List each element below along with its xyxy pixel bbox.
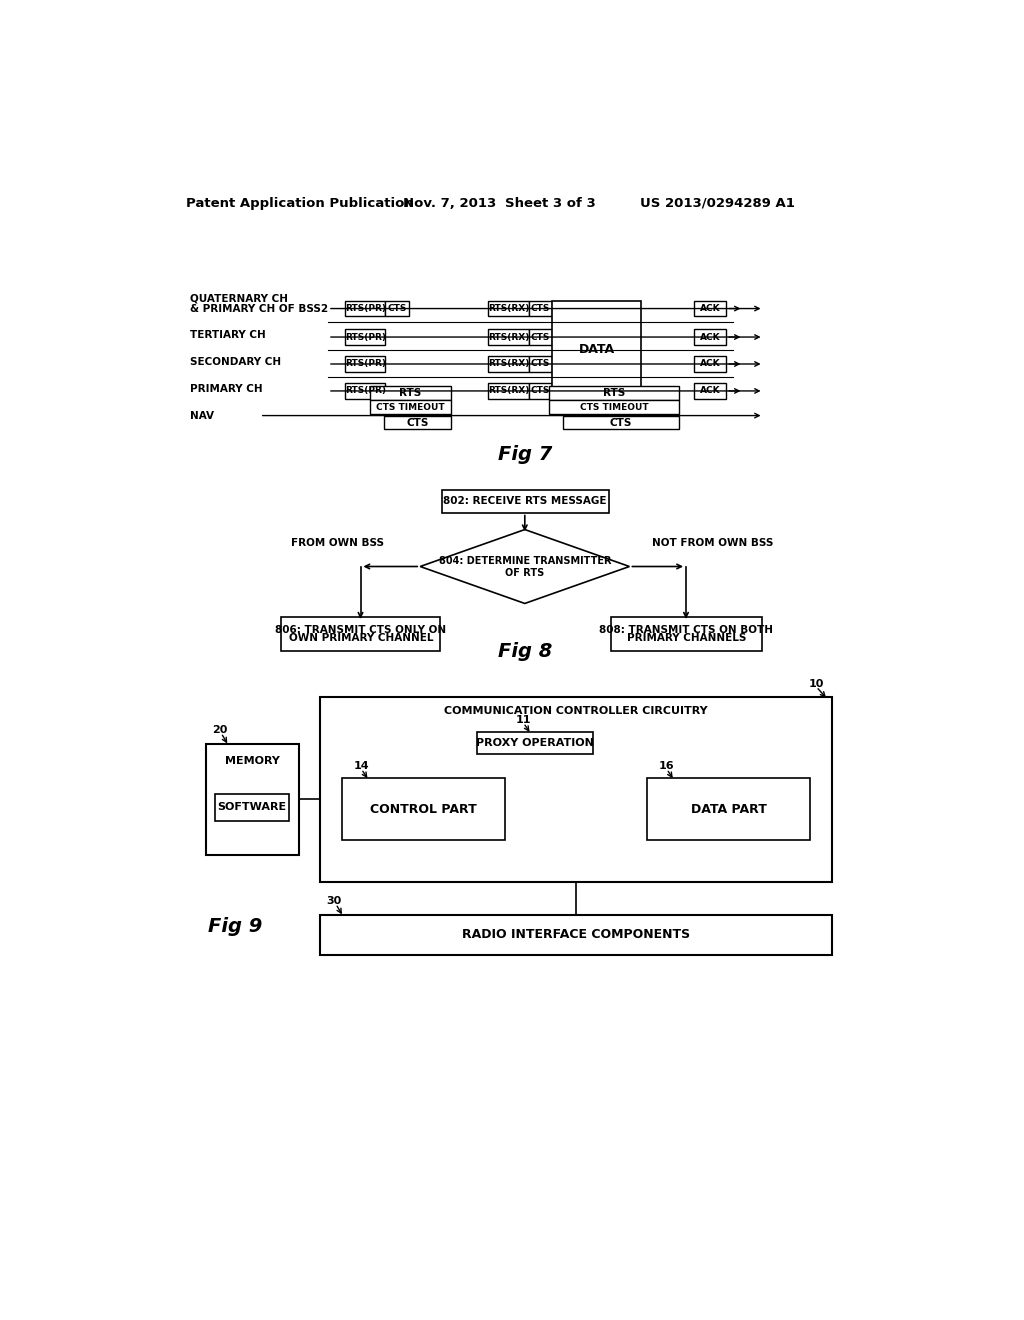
- Text: CTS: CTS: [530, 333, 550, 342]
- Bar: [528, 356, 552, 372]
- Text: 802: RECEIVE RTS MESSAGE: 802: RECEIVE RTS MESSAGE: [443, 496, 607, 506]
- Text: CTS: CTS: [530, 359, 550, 368]
- Text: Fig 7: Fig 7: [498, 445, 552, 465]
- Text: CTS: CTS: [530, 387, 550, 396]
- Text: FROM OWN BSS: FROM OWN BSS: [291, 539, 384, 548]
- Bar: [488, 383, 528, 399]
- Text: DATA PART: DATA PART: [690, 803, 767, 816]
- Text: CTS TIMEOUT: CTS TIMEOUT: [376, 403, 444, 412]
- Text: 808: TRANSMIT CTS ON BOTH: 808: TRANSMIT CTS ON BOTH: [599, 624, 773, 635]
- Bar: [528, 301, 552, 317]
- Bar: [345, 301, 385, 317]
- Text: 30: 30: [327, 896, 342, 906]
- Polygon shape: [420, 529, 630, 603]
- Text: MEMORY: MEMORY: [224, 755, 280, 766]
- Text: CTS: CTS: [609, 417, 632, 428]
- Bar: [528, 383, 552, 399]
- Text: TERTIARY CH: TERTIARY CH: [190, 330, 266, 341]
- Text: RTS(PR): RTS(PR): [345, 304, 386, 313]
- Bar: [345, 356, 385, 372]
- Bar: [552, 301, 641, 399]
- Bar: [345, 330, 385, 345]
- Text: RTS(PR): RTS(PR): [345, 387, 386, 396]
- Text: 14: 14: [353, 760, 369, 771]
- Text: Sheet 3 of 3: Sheet 3 of 3: [506, 197, 596, 210]
- Bar: [528, 330, 552, 345]
- Text: 20: 20: [212, 725, 227, 735]
- Bar: [370, 387, 452, 400]
- Text: RTS(RX): RTS(RX): [487, 387, 529, 396]
- Text: DATA: DATA: [579, 343, 614, 356]
- Text: OF RTS: OF RTS: [505, 568, 545, 578]
- Text: CONTROL PART: CONTROL PART: [370, 803, 476, 816]
- Bar: [693, 330, 726, 345]
- Bar: [488, 356, 528, 372]
- Bar: [611, 616, 762, 651]
- Text: Patent Application Publication: Patent Application Publication: [186, 197, 414, 210]
- Bar: [342, 779, 505, 840]
- Text: RTS(PR): RTS(PR): [345, 359, 386, 368]
- Text: RTS(PR): RTS(PR): [345, 333, 386, 342]
- Bar: [442, 490, 608, 512]
- Text: 804: DETERMINE TRANSMITTER: 804: DETERMINE TRANSMITTER: [438, 556, 611, 566]
- Bar: [384, 416, 452, 429]
- Bar: [693, 356, 726, 372]
- Bar: [282, 616, 440, 651]
- Text: Nov. 7, 2013: Nov. 7, 2013: [403, 197, 497, 210]
- Bar: [321, 915, 831, 954]
- Text: & PRIMARY CH OF BSS2: & PRIMARY CH OF BSS2: [190, 305, 328, 314]
- Text: RTS: RTS: [399, 388, 422, 399]
- Text: Fig 8: Fig 8: [498, 642, 552, 661]
- Bar: [563, 416, 679, 429]
- Bar: [345, 383, 385, 399]
- Bar: [321, 697, 831, 882]
- Text: RTS(RX): RTS(RX): [487, 333, 529, 342]
- Text: RTS(RX): RTS(RX): [487, 304, 529, 313]
- Bar: [549, 387, 679, 400]
- Bar: [647, 779, 810, 840]
- Bar: [549, 400, 679, 414]
- Bar: [206, 743, 299, 855]
- Bar: [488, 330, 528, 345]
- Bar: [385, 301, 409, 317]
- Text: Fig 9: Fig 9: [208, 916, 262, 936]
- Text: SECONDARY CH: SECONDARY CH: [190, 358, 282, 367]
- Text: RTS: RTS: [603, 388, 625, 399]
- Text: NOT FROM OWN BSS: NOT FROM OWN BSS: [652, 539, 774, 548]
- Text: 806: TRANSMIT CTS ONLY ON: 806: TRANSMIT CTS ONLY ON: [275, 624, 446, 635]
- Bar: [477, 733, 593, 754]
- Text: PRIMARY CH: PRIMARY CH: [190, 384, 262, 395]
- Bar: [693, 301, 726, 317]
- Bar: [693, 383, 726, 399]
- Text: COMMUNICATION CONTROLLER CIRCUITRY: COMMUNICATION CONTROLLER CIRCUITRY: [444, 706, 708, 717]
- Bar: [215, 793, 289, 821]
- Text: OWN PRIMARY CHANNEL: OWN PRIMARY CHANNEL: [289, 634, 433, 643]
- Bar: [488, 301, 528, 317]
- Text: CTS: CTS: [407, 417, 429, 428]
- Text: 16: 16: [658, 760, 675, 771]
- Text: ACK: ACK: [699, 387, 720, 396]
- Text: CTS: CTS: [530, 304, 550, 313]
- Text: CTS TIMEOUT: CTS TIMEOUT: [580, 403, 648, 412]
- Text: QUATERNARY CH: QUATERNARY CH: [190, 293, 288, 304]
- Text: ACK: ACK: [699, 359, 720, 368]
- Text: RTS(RX): RTS(RX): [487, 359, 529, 368]
- Text: ACK: ACK: [699, 333, 720, 342]
- Text: RADIO INTERFACE COMPONENTS: RADIO INTERFACE COMPONENTS: [462, 928, 690, 941]
- Text: US 2013/0294289 A1: US 2013/0294289 A1: [640, 197, 795, 210]
- Text: SOFTWARE: SOFTWARE: [217, 803, 287, 812]
- Text: CTS: CTS: [387, 304, 407, 313]
- Text: PROXY OPERATION: PROXY OPERATION: [476, 738, 594, 748]
- Text: 10: 10: [809, 678, 824, 689]
- Text: PRIMARY CHANNELS: PRIMARY CHANNELS: [627, 634, 746, 643]
- Bar: [370, 400, 452, 414]
- Text: ACK: ACK: [699, 304, 720, 313]
- Text: NAV: NAV: [190, 411, 214, 421]
- Text: 11: 11: [516, 714, 531, 725]
